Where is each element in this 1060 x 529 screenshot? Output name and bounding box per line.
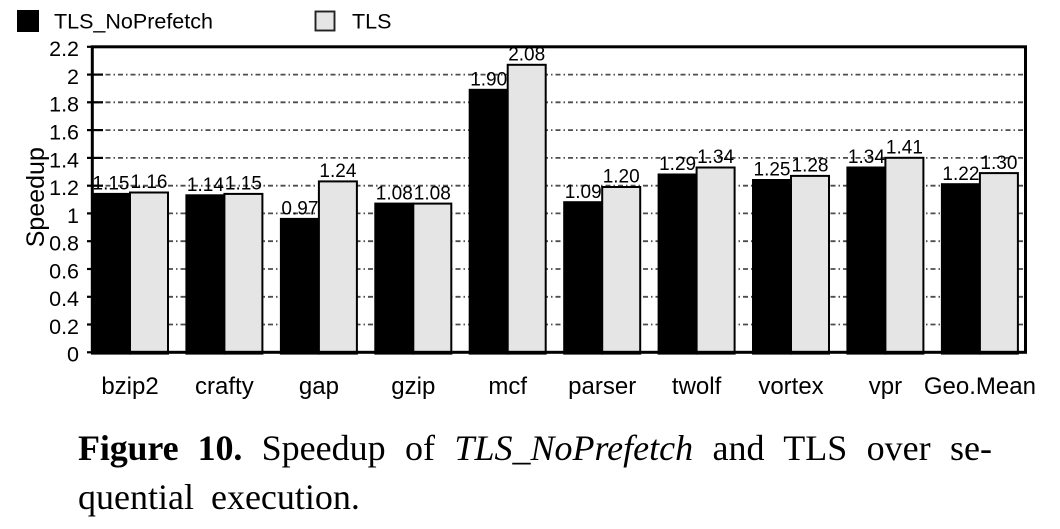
svg-text:1.8: 1.8: [49, 93, 79, 117]
svg-text:0.2: 0.2: [49, 315, 79, 339]
svg-text:1.15: 1.15: [93, 174, 130, 195]
svg-text:1.34: 1.34: [848, 147, 885, 168]
svg-text:1.09: 1.09: [565, 182, 602, 203]
svg-text:Speedup: Speedup: [22, 147, 50, 247]
svg-text:1.90: 1.90: [470, 70, 507, 91]
svg-text:bzip2: bzip2: [101, 373, 158, 400]
svg-text:2.2: 2.2: [49, 37, 79, 61]
svg-text:1.16: 1.16: [131, 172, 168, 193]
svg-text:0.8: 0.8: [49, 232, 79, 256]
svg-text:1.25: 1.25: [754, 160, 791, 181]
svg-text:1.08: 1.08: [376, 183, 413, 204]
svg-text:1.4: 1.4: [49, 148, 79, 172]
svg-text:gzip: gzip: [391, 373, 435, 400]
svg-text:1.41: 1.41: [886, 138, 923, 159]
svg-text:1.2: 1.2: [49, 176, 79, 200]
svg-text:1.14: 1.14: [187, 175, 224, 196]
svg-text:crafty: crafty: [195, 373, 254, 400]
svg-text:0.97: 0.97: [281, 199, 318, 220]
svg-text:TLS: TLS: [352, 9, 391, 33]
svg-text:vortex: vortex: [758, 373, 823, 400]
svg-text:Geo.Mean: Geo.Mean: [924, 373, 1036, 400]
svg-text:1.28: 1.28: [792, 156, 829, 177]
svg-text:2: 2: [67, 65, 79, 89]
svg-text:TLS_NoPrefetch: TLS_NoPrefetch: [54, 9, 213, 33]
svg-text:1.6: 1.6: [49, 121, 79, 145]
svg-text:1.30: 1.30: [980, 153, 1017, 174]
svg-text:gap: gap: [299, 373, 339, 400]
svg-text:1.20: 1.20: [603, 167, 640, 188]
svg-text:0: 0: [67, 343, 79, 367]
svg-text:2.08: 2.08: [508, 45, 545, 66]
svg-text:parser: parser: [568, 373, 636, 400]
svg-text:twolf: twolf: [672, 373, 722, 400]
svg-text:1.08: 1.08: [414, 183, 451, 204]
svg-text:vpr: vpr: [869, 373, 902, 400]
svg-text:0.6: 0.6: [49, 259, 79, 283]
svg-text:1.22: 1.22: [942, 164, 979, 185]
svg-text:1.34: 1.34: [697, 147, 734, 168]
svg-text:1: 1: [67, 204, 79, 228]
svg-text:1.24: 1.24: [319, 161, 356, 182]
svg-text:0.4: 0.4: [49, 287, 79, 311]
svg-text:mcf: mcf: [488, 373, 527, 400]
svg-text:1.29: 1.29: [659, 154, 696, 175]
svg-text:1.15: 1.15: [225, 174, 262, 195]
